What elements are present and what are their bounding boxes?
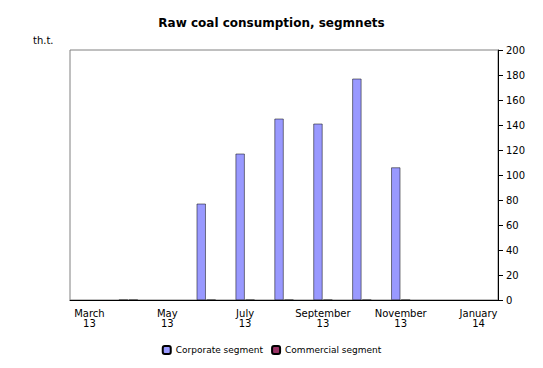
svg-text:100: 100 xyxy=(506,170,525,181)
svg-text:13: 13 xyxy=(239,318,252,329)
svg-text:November: November xyxy=(374,307,427,319)
svg-text:120: 120 xyxy=(506,145,525,156)
svg-text:Commercial segment: Commercial segment xyxy=(285,345,382,355)
svg-text:80: 80 xyxy=(506,195,519,206)
svg-text:0: 0 xyxy=(506,295,512,306)
svg-text:September: September xyxy=(295,307,351,319)
svg-text:60: 60 xyxy=(506,220,519,231)
svg-text:180: 180 xyxy=(506,70,525,81)
svg-text:May: May xyxy=(156,307,178,319)
svg-text:160: 160 xyxy=(506,95,525,106)
svg-text:th.t.: th.t. xyxy=(33,35,54,46)
svg-text:13: 13 xyxy=(83,318,96,329)
svg-text:March: March xyxy=(74,307,105,319)
svg-text:January: January xyxy=(459,307,498,319)
svg-text:July: July xyxy=(236,307,255,319)
svg-text:13: 13 xyxy=(161,318,174,329)
svg-text:Raw coal consumption, segmnets: Raw coal consumption, segmnets xyxy=(158,16,384,30)
svg-text:20: 20 xyxy=(506,270,519,281)
svg-text:40: 40 xyxy=(506,245,519,256)
svg-text:13: 13 xyxy=(317,318,330,329)
svg-text:13: 13 xyxy=(394,318,407,329)
svg-text:140: 140 xyxy=(506,120,525,131)
svg-text:Corporate segment: Corporate segment xyxy=(176,345,264,355)
svg-text:14: 14 xyxy=(472,318,485,329)
svg-text:200: 200 xyxy=(506,45,525,56)
